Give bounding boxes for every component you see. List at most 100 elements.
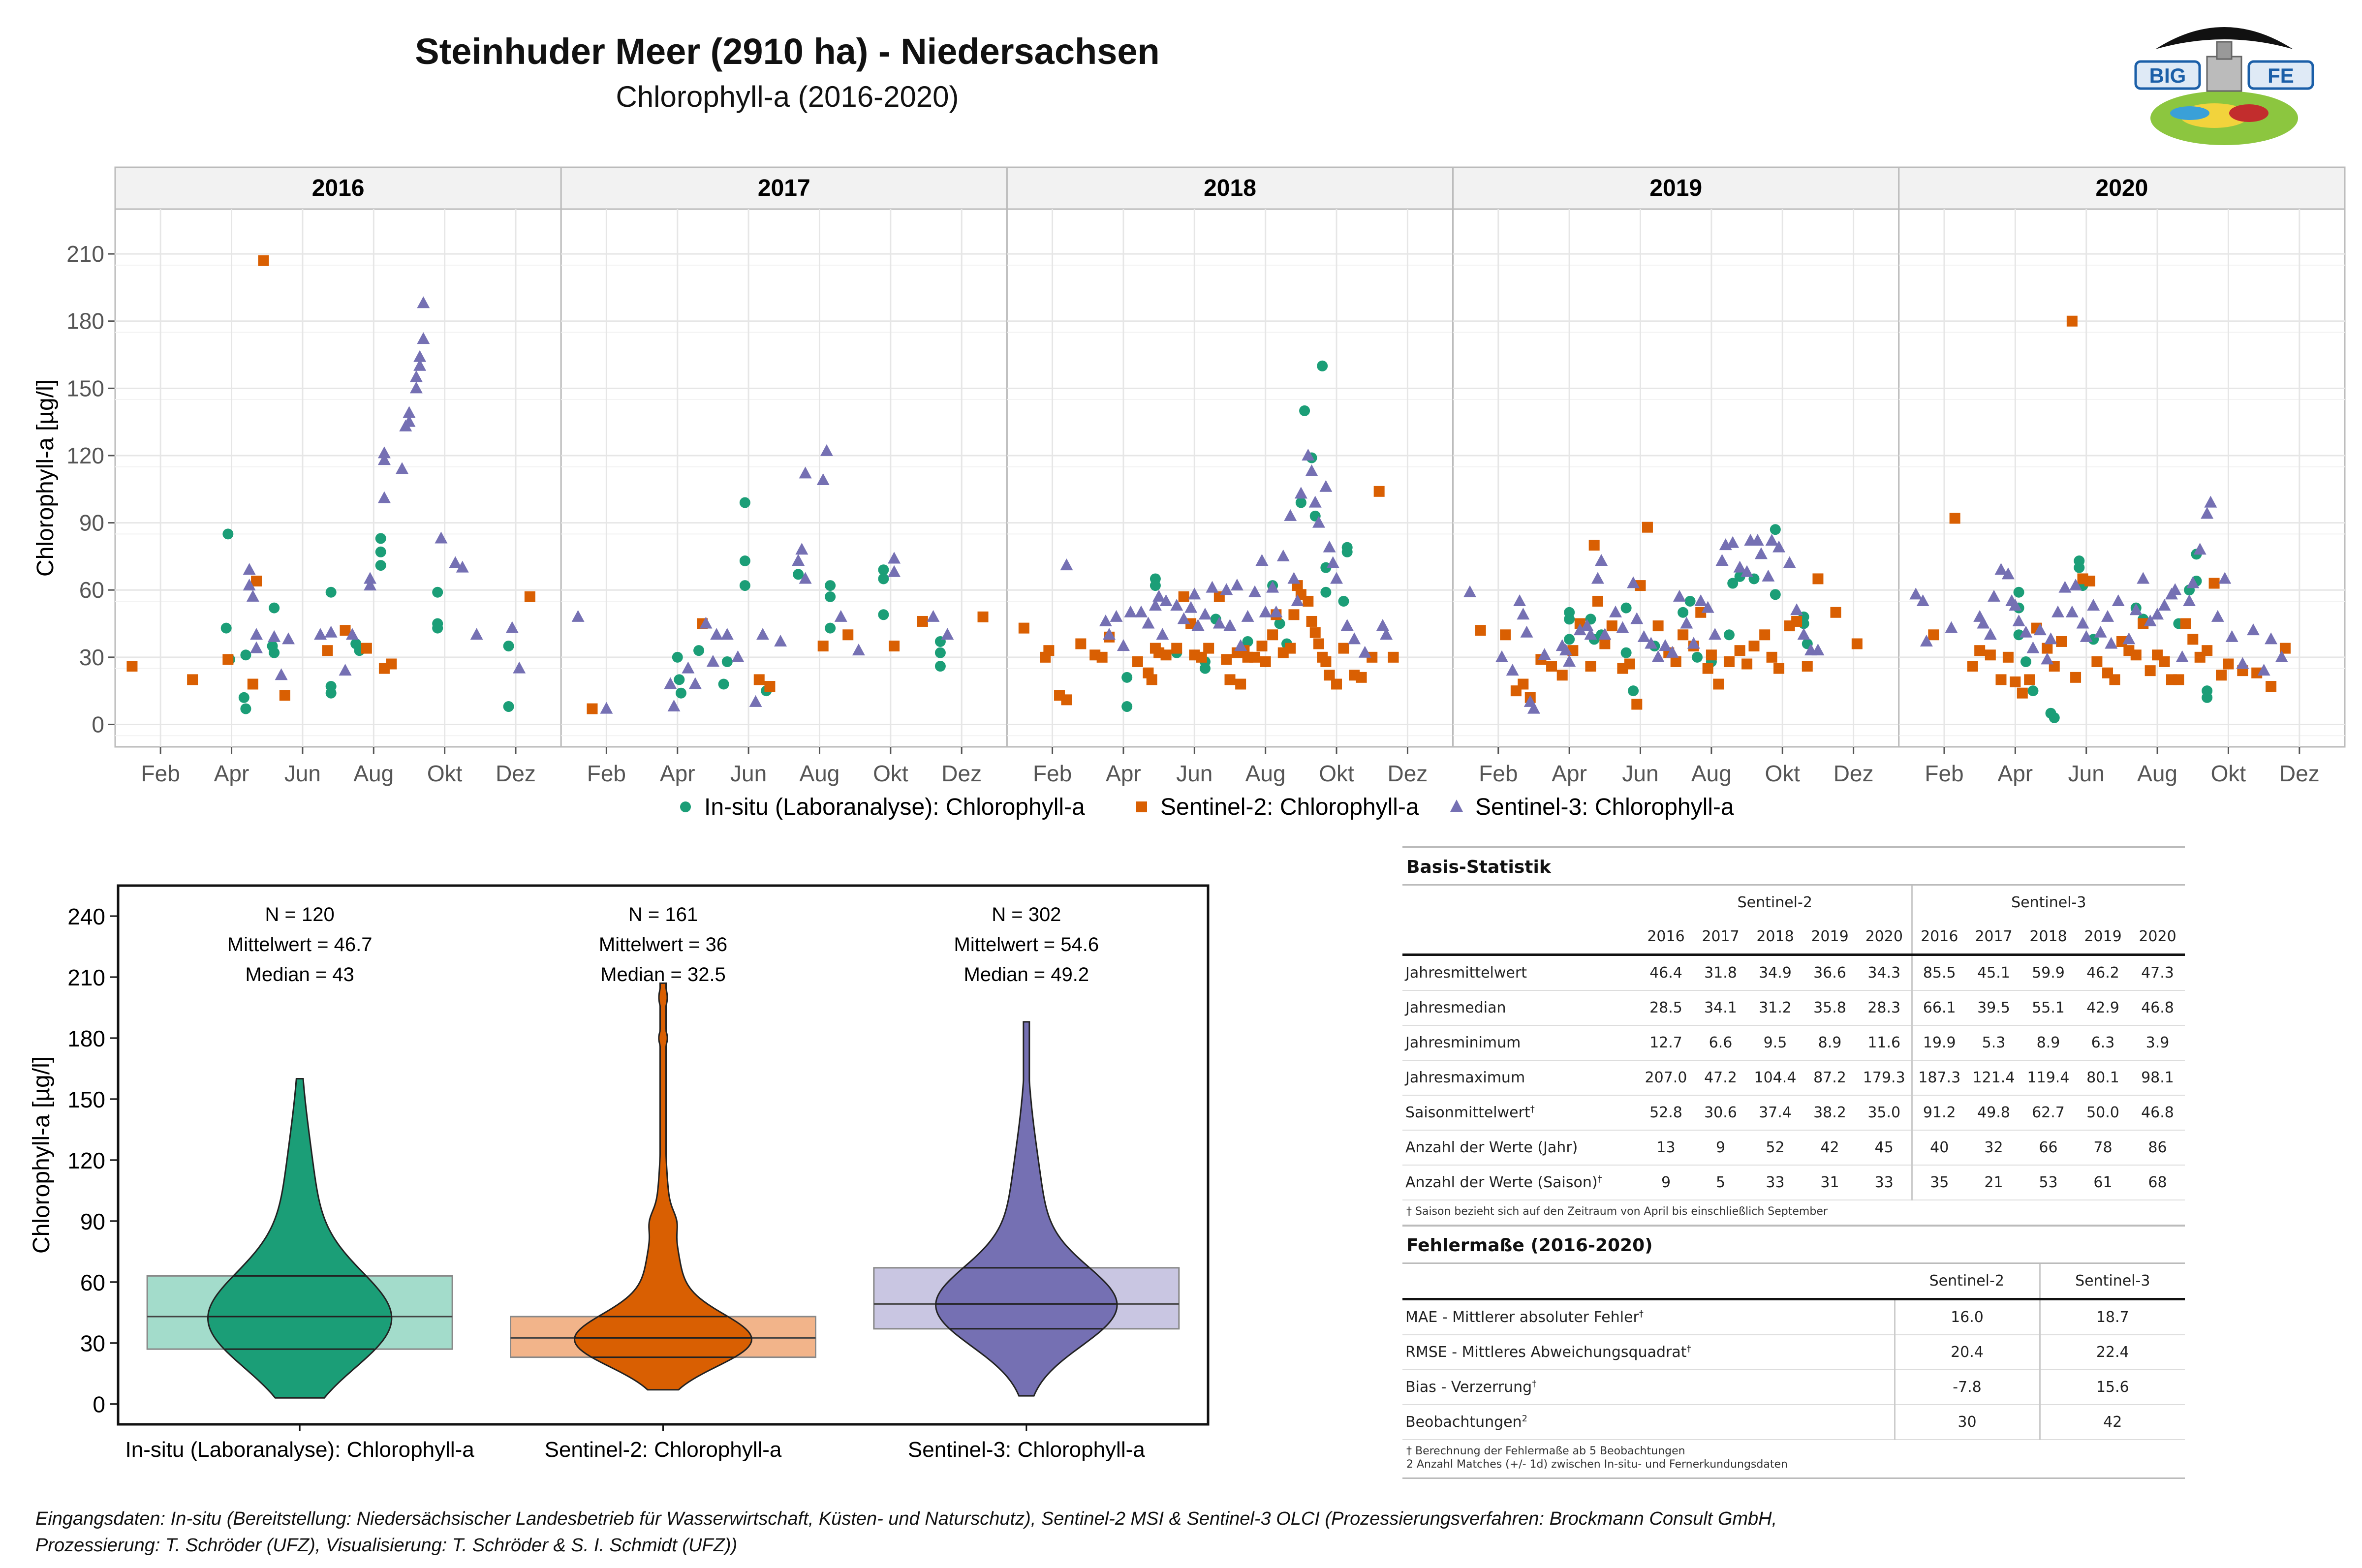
s3-point [1284, 509, 1297, 521]
legend-marker-s2 [1136, 801, 1147, 812]
s3-point [1103, 628, 1116, 640]
s3-point [1060, 558, 1073, 571]
s3-point [1495, 650, 1509, 662]
insitu-point [325, 586, 337, 598]
insitu-point [503, 701, 514, 712]
s3-point [1177, 612, 1190, 624]
scatter-x-tick-label: Apr [214, 761, 249, 786]
stats-cell-s2: 31 [1803, 1165, 1857, 1200]
s3-point [1573, 623, 1586, 636]
s2-point [1546, 661, 1557, 672]
s3-point [2020, 625, 2033, 638]
errors-row: Bias - Verzerrung† -7.8 15.6 [1402, 1370, 2185, 1405]
s3-point [834, 610, 847, 622]
s2-point [1309, 627, 1321, 638]
violin-shape [573, 982, 753, 1391]
scatter-x-tick-label: Okt [1765, 761, 1800, 786]
s2-point [2010, 676, 2021, 687]
s3-point [2169, 583, 2182, 595]
s3-point [505, 621, 519, 633]
stats-cell-s3: 86 [2130, 1130, 2185, 1166]
scatter-x-tick-label: Dez [1834, 761, 1874, 786]
insitu-point [1121, 701, 1133, 712]
s3-point [2176, 650, 2189, 662]
s2-point [386, 658, 397, 670]
s3-point [2218, 572, 2232, 584]
s2-point [2202, 645, 2213, 656]
violin-n-label: N = 302 [992, 904, 1061, 925]
s3-point [2122, 632, 2136, 645]
stats-body: Jahresmittelwert 46.4 31.8 34.9 36.6 34.3 85.5… [1402, 954, 2185, 1200]
s2-point [889, 641, 900, 652]
statistics-panel: Basis-Statistik Sentinel-2 Sentinel-3 20… [1402, 846, 2185, 1479]
s2-point [1773, 663, 1785, 674]
s2-point [1500, 629, 1511, 641]
s2-point [1249, 651, 1261, 663]
s3-point [1559, 644, 1572, 656]
insitu-point [825, 622, 836, 634]
s2-point [1324, 670, 1335, 681]
facet-scatter-chart: Chlorophyll-a [µg/l] 0 30 60 90 120 150 180 210 2… [32, 166, 2346, 786]
s2-point [2208, 578, 2220, 589]
stats-footnote: † Saison bezieht sich auf den Zeitraum v… [1406, 1205, 1828, 1218]
s2-point [1313, 638, 1324, 649]
s2-point [2130, 649, 2142, 661]
s3-point [1198, 608, 1212, 620]
s3-point [1751, 534, 1764, 546]
errors-cell-s3: 22.4 [2039, 1335, 2185, 1370]
s2-point [2070, 672, 2082, 683]
s3-point [1616, 621, 1629, 633]
stats-group-s2: Sentinel-2 [1737, 894, 1812, 911]
scatter-x-tick-label: Feb [1479, 761, 1518, 786]
stats-cell-s2: 9.5 [1748, 1025, 1803, 1061]
s3-point [2087, 599, 2100, 611]
s3-point [1563, 654, 1576, 667]
s3-point [706, 654, 719, 667]
insitu-point [375, 546, 386, 557]
legend-label: Sentinel-2: Chlorophyll-a [1160, 794, 1419, 820]
s2-point [977, 611, 989, 622]
s3-point [1319, 480, 1333, 492]
stats-row-label: Jahresmittelwert [1402, 954, 1639, 991]
s3-point [688, 677, 702, 689]
facet-title: 2016 [312, 175, 365, 201]
s3-point [2058, 581, 2072, 593]
s2-point [1791, 615, 1803, 627]
s2-point [1851, 638, 1863, 649]
stats-row: Jahresmittelwert 46.4 31.8 34.9 36.6 34.3 85.5… [1402, 954, 2185, 991]
s3-point [417, 332, 430, 344]
s3-point [2105, 637, 2118, 649]
s2-point [1652, 620, 1664, 632]
s2-point [1260, 656, 1271, 667]
s3-point [1630, 612, 1644, 624]
s3-point [449, 556, 462, 568]
s2-point [2187, 634, 2199, 645]
s3-point [1790, 603, 1803, 615]
violin-x-tick-label: Sentinel-2: Chlorophyll-a [545, 1438, 782, 1462]
s3-point [2204, 495, 2217, 508]
s2-point [2180, 618, 2191, 629]
s3-point [1159, 594, 1173, 606]
insitu-point [693, 645, 705, 656]
s3-point [1609, 605, 1622, 617]
stats-cell-s2: 31.8 [1693, 954, 1748, 991]
s3-point [1223, 619, 1237, 631]
stats-row: Jahresmaximum 207.0 47.2 104.4 87.2 179.3 187.… [1402, 1060, 2185, 1096]
big-fe-logo: BIG FE [2134, 27, 2314, 145]
s3-point [513, 661, 526, 674]
scatter-y-axis-label: Chlorophyll-a [µg/l] [32, 379, 59, 577]
violin-y-tick-label: 30 [80, 1331, 105, 1356]
stats-cell-s3: 187.3 [1911, 1060, 1966, 1096]
insitu-point [269, 647, 280, 658]
s3-point [2275, 650, 2288, 662]
violin-n-label: N = 161 [628, 904, 698, 925]
insitu-point [1684, 595, 1696, 607]
insitu-point [375, 560, 386, 571]
violin-y-tick-label: 150 [67, 1087, 105, 1112]
s3-point [1305, 464, 1318, 476]
s3-point [1206, 581, 1219, 593]
s2-point [1713, 678, 1724, 690]
insitu-point [432, 622, 443, 634]
stats-cell-s2: 52 [1748, 1130, 1803, 1166]
s3-point [1538, 648, 1551, 660]
